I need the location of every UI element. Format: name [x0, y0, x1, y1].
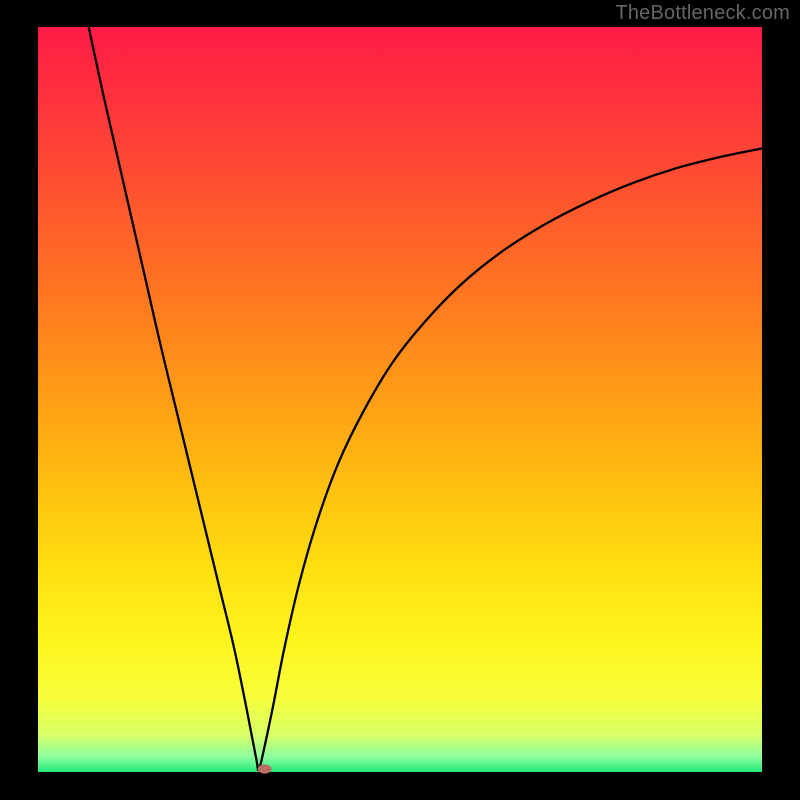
chart-plot-area	[38, 27, 762, 772]
watermark-text: TheBottleneck.com	[615, 2, 790, 25]
